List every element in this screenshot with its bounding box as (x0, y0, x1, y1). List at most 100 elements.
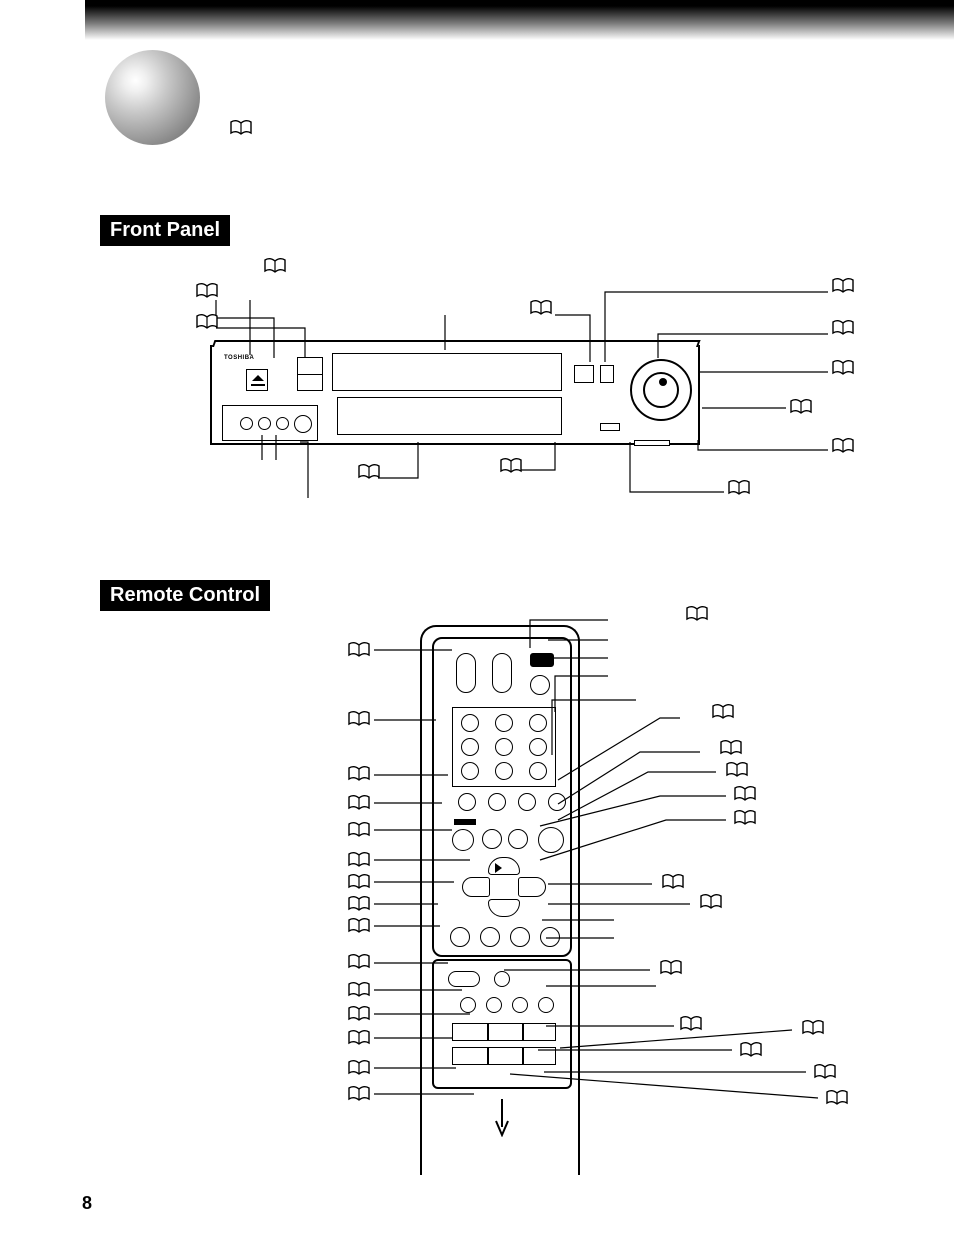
remote-slide-arrow-icon (494, 1097, 510, 1137)
book-icon (348, 874, 370, 890)
book-icon (530, 300, 552, 316)
remote-dpad (462, 857, 546, 917)
book-icon (348, 642, 370, 658)
book-icon (348, 766, 370, 782)
book-icon (230, 120, 252, 136)
remote-pause-button (540, 927, 560, 947)
leader-line (300, 442, 308, 498)
vcr-rec-button (574, 365, 594, 383)
remote-channel-rocker (456, 653, 476, 693)
book-icon (814, 1064, 836, 1080)
vcr-pullout-tab (634, 440, 670, 446)
vcr-jack (240, 417, 253, 430)
remote-control (420, 625, 580, 1175)
book-icon (700, 894, 722, 910)
remote-num-0 (488, 793, 506, 811)
remote-round-d (538, 997, 554, 1013)
vcr-display (337, 397, 562, 435)
book-icon (348, 1086, 370, 1102)
remote-num-7 (461, 762, 479, 780)
leader-line (520, 442, 555, 470)
book-icon (196, 314, 218, 330)
vcr-remote-sensor (600, 423, 620, 431)
vcr-stop-button (600, 365, 614, 383)
remote-num-5 (495, 738, 513, 756)
book-icon (726, 762, 748, 778)
remote-skip-fwd-button (510, 927, 530, 947)
remote-extra-button (548, 793, 566, 811)
book-icon (660, 960, 682, 976)
book-icon (358, 464, 380, 480)
sphere-ornament (105, 50, 200, 145)
remote-menu-button (452, 829, 474, 851)
book-icon (720, 740, 742, 756)
leader-line (558, 772, 716, 820)
remote-rew-left (462, 877, 490, 897)
remote-input-button (518, 793, 536, 811)
remote-play-up (488, 857, 520, 875)
remote-power-button (530, 675, 550, 695)
vcr-front-panel: TOSHIBA (210, 345, 700, 445)
remote-num-2 (495, 714, 513, 732)
book-icon (662, 874, 684, 890)
vcr-top-edge (212, 340, 701, 347)
book-icon (740, 1042, 762, 1058)
book-icon (686, 606, 708, 622)
remote-upper-panel (432, 637, 572, 957)
vcr-channel-buttons (297, 357, 323, 391)
book-icon (826, 1090, 848, 1106)
book-icon (264, 258, 286, 274)
remote-num-8 (495, 762, 513, 780)
book-icon (728, 480, 750, 496)
vcr-eject-button (246, 369, 268, 391)
section-remote-control: Remote Control (100, 580, 270, 611)
book-icon (734, 810, 756, 826)
remote-number-pad (452, 707, 556, 787)
leader-line (630, 442, 724, 492)
vcr-jog-dial (630, 359, 692, 421)
remote-tv-vcr-button (530, 653, 554, 667)
vcr-jack (258, 417, 271, 430)
remote-num-9 (529, 762, 547, 780)
book-icon (832, 360, 854, 376)
remote-speed-button (494, 971, 510, 987)
book-icon (348, 852, 370, 868)
remote-bar-row-2 (452, 1047, 556, 1065)
book-icon (802, 1020, 824, 1036)
book-icon (712, 704, 734, 720)
vcr-av-jacks (240, 417, 312, 433)
book-icon (348, 1030, 370, 1046)
vcr-jog-inner (643, 372, 679, 408)
section-front-panel: Front Panel (100, 215, 230, 246)
remote-cancel-button (482, 829, 502, 849)
remote-num-1 (461, 714, 479, 732)
remote-enter-button (508, 829, 528, 849)
remote-display-button (538, 827, 564, 853)
page-number: 8 (82, 1193, 92, 1214)
remote-prog-button (448, 971, 480, 987)
remote-ff-right (518, 877, 546, 897)
book-icon (348, 954, 370, 970)
book-icon (790, 399, 812, 415)
book-icon (348, 918, 370, 934)
book-icon (500, 458, 522, 474)
vcr-jack (276, 417, 289, 430)
book-icon (348, 982, 370, 998)
remote-stop-down (488, 899, 520, 917)
remote-menu-label (454, 819, 476, 825)
remote-skip-back-button (480, 927, 500, 947)
vcr-svideo-jack (294, 415, 312, 433)
book-icon (348, 711, 370, 727)
remote-round-a (460, 997, 476, 1013)
remote-slow-button (450, 927, 470, 947)
remote-round-b (486, 997, 502, 1013)
remote-num-4 (461, 738, 479, 756)
remote-round-c (512, 997, 528, 1013)
vcr-cassette-slot (332, 353, 562, 391)
remote-100-button (458, 793, 476, 811)
vcr-brand-label: TOSHIBA (224, 355, 254, 361)
book-icon (680, 1016, 702, 1032)
remote-bar-row-1 (452, 1023, 556, 1041)
book-icon (348, 1006, 370, 1022)
book-icon (348, 795, 370, 811)
